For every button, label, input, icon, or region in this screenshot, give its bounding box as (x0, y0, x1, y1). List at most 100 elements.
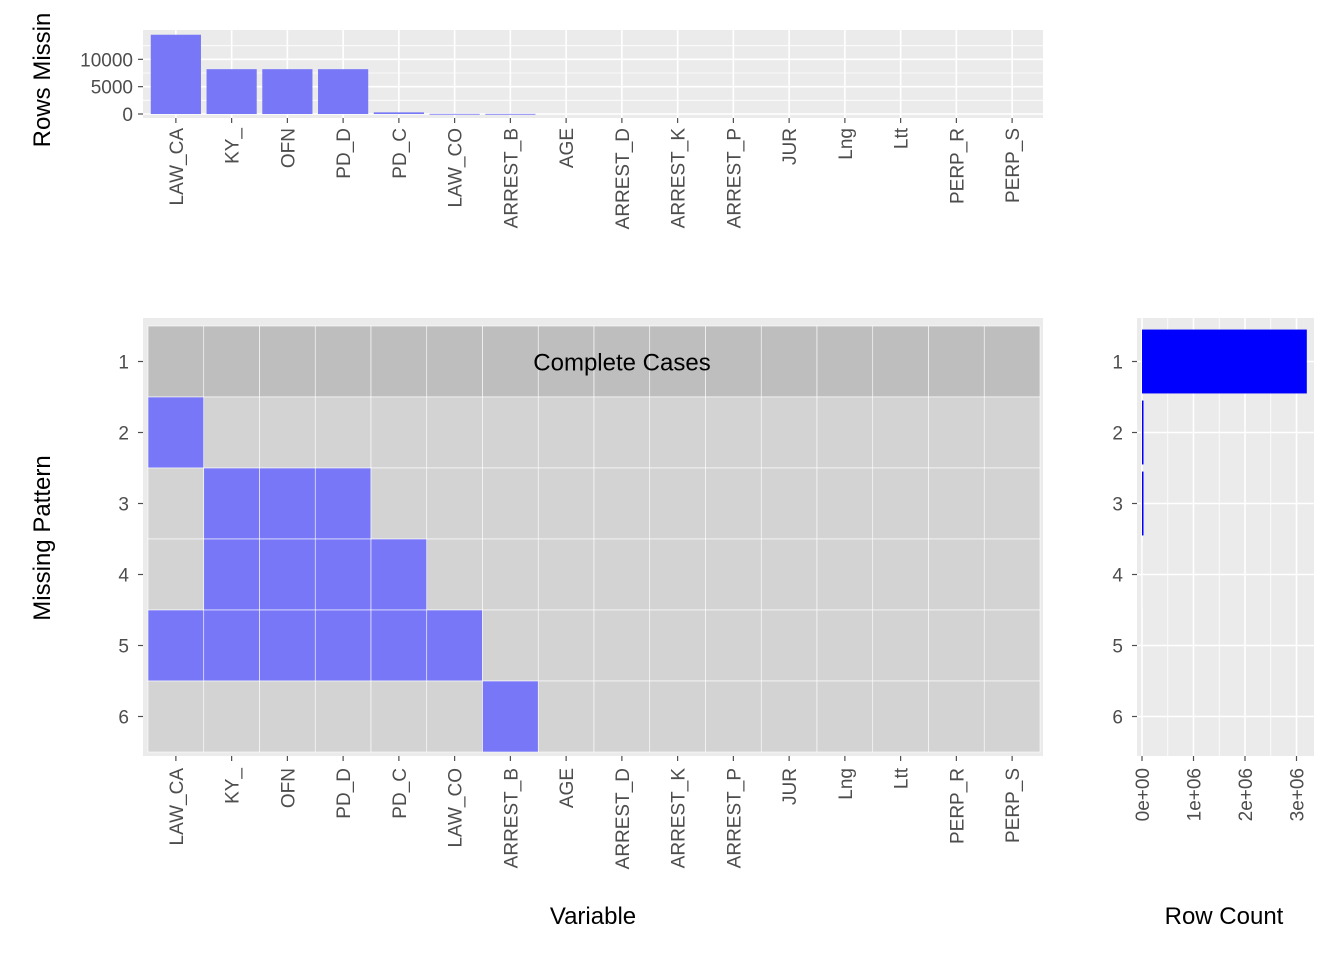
pattern-tile (760, 538, 818, 611)
pattern-tile (482, 467, 539, 540)
row-count-y-tick-label: 2 (1112, 424, 1123, 445)
pattern-tile (760, 396, 818, 469)
variable-x-tick-label: AGE (557, 768, 578, 808)
variable-x-tick-label: ARREST_P (724, 768, 745, 868)
row-count-y-tick-label: 3 (1112, 495, 1123, 516)
pattern-tile (370, 680, 428, 753)
pattern-tile (426, 396, 483, 469)
pattern-y-tick-label: 1 (118, 353, 129, 374)
pattern-tile (203, 467, 260, 540)
pattern-tile (649, 467, 706, 540)
pattern-tile (816, 538, 874, 611)
pattern-tile (482, 396, 539, 469)
pattern-tile (928, 609, 985, 682)
pattern-tile (147, 467, 205, 540)
pattern-tile (259, 467, 316, 540)
pattern-tile (537, 396, 595, 469)
variable-x-tick-label: Ltt (892, 767, 913, 789)
pattern-tile (259, 325, 316, 398)
pattern-tile (314, 467, 372, 540)
rows-missing-x-tick-label: AGE (557, 128, 578, 168)
pattern-tile (203, 609, 260, 682)
rows-missing-bar (262, 69, 313, 114)
pattern-tile (537, 325, 595, 398)
pattern-tile (426, 680, 483, 753)
rows-missing-x-tick-label: OFN (278, 128, 299, 168)
pattern-tile (203, 680, 260, 753)
rows-missing-x-tick-label: LAW_CA (167, 128, 188, 206)
rows-missing-y-tick-label: 10000 (80, 50, 133, 71)
rows-missing-panel: 0 5000 10000 LAW_CA KY_ OFN PD_D PD_C LAW_CO ARR… (29, 13, 1043, 229)
variable-x-tick-label: PERP_S (1003, 768, 1024, 843)
rows-missing-bar (150, 34, 201, 114)
pattern-tile (705, 609, 762, 682)
pattern-y-tick-label: 4 (118, 566, 129, 587)
pattern-tile (537, 467, 595, 540)
variable-x-tick-label: ARREST_D (613, 768, 634, 869)
rows-missing-bar (206, 69, 257, 114)
pattern-tile (482, 538, 539, 611)
pattern-tile (705, 467, 762, 540)
pattern-tile (370, 538, 428, 611)
missing-pattern-panel: Complete Cases 1 2 3 4 5 6 LAW_CA KY_ OFN PD_D PD… (29, 318, 1043, 930)
pattern-tile (872, 538, 929, 611)
variable-x-tick-label: JUR (780, 768, 801, 805)
rows-missing-x-tick-label: PD_D (334, 128, 355, 179)
pattern-tile (147, 538, 205, 611)
rows-missing-x-axis: LAW_CA KY_ OFN PD_D PD_C LAW_CO ARREST_B AGE ARR… (167, 118, 1024, 229)
pattern-tile (760, 325, 818, 398)
pattern-tile (593, 609, 651, 682)
pattern-tile (203, 538, 260, 611)
pattern-tile (314, 325, 372, 398)
pattern-tile (649, 396, 706, 469)
row-count-bar (1142, 400, 1144, 465)
row-count-x-tick-label: 3e+06 (1288, 768, 1309, 821)
missing-pattern-axis-title: Missing Pattern (29, 455, 56, 620)
row-count-bar (1142, 471, 1144, 536)
pattern-tile (816, 680, 874, 753)
rows-missing-bar (429, 113, 480, 115)
row-count-y-tick-label: 5 (1112, 637, 1123, 658)
pattern-tile (147, 609, 205, 682)
pattern-tile (147, 325, 205, 398)
rows-missing-y-axis: 0 5000 10000 (80, 50, 143, 126)
variable-x-tick-label: KY_ (223, 768, 244, 804)
pattern-tile (872, 609, 929, 682)
row-count-bars (1142, 329, 1307, 749)
pattern-tile (203, 396, 260, 469)
rows-missing-axis-title: Rows Missin (29, 13, 56, 148)
variable-axis-title: Variable (550, 903, 636, 930)
variable-x-tick-label: ARREST_K (669, 768, 690, 869)
rows-missing-x-tick-label: ARREST_D (613, 128, 634, 229)
variable-x-tick-label: ARREST_B (501, 768, 522, 868)
pattern-tile (370, 609, 428, 682)
variable-x-tick-label: PD_D (334, 768, 355, 819)
pattern-tile (649, 609, 706, 682)
pattern-tile (928, 467, 985, 540)
rows-missing-bars (150, 34, 536, 115)
row-count-axis-title: Row Count (1165, 903, 1284, 930)
row-count-y-tick-label: 6 (1112, 708, 1123, 729)
pattern-tile (928, 325, 985, 398)
rows-missing-x-tick-label: Lng (836, 128, 857, 160)
pattern-tile (537, 609, 595, 682)
row-count-x-tick-label: 2e+06 (1236, 768, 1257, 821)
pattern-y-tick-label: 6 (118, 708, 129, 729)
rows-missing-x-tick-label: ARREST_P (724, 128, 745, 228)
missing-pattern-y-axis: 1 2 3 4 5 6 (118, 353, 143, 729)
pattern-tile (147, 680, 205, 753)
row-count-x-tick-label: 0e+00 (1133, 768, 1154, 821)
pattern-tile (705, 325, 762, 398)
rows-missing-x-tick-label: PERP_R (947, 128, 968, 204)
row-count-y-tick-label: 1 (1112, 353, 1123, 374)
variable-x-axis: LAW_CA KY_ OFN PD_D PD_C LAW_CO ARREST_B AGE ARR… (167, 756, 1024, 869)
pattern-tile (370, 396, 428, 469)
pattern-tile (705, 680, 762, 753)
pattern-tile (537, 680, 595, 753)
pattern-tile (705, 396, 762, 469)
pattern-tile (593, 396, 651, 469)
pattern-tile (928, 680, 985, 753)
rows-missing-x-tick-label: ARREST_B (501, 128, 522, 228)
pattern-tile (426, 609, 483, 682)
rows-missing-x-tick-label: KY_ (223, 128, 244, 164)
